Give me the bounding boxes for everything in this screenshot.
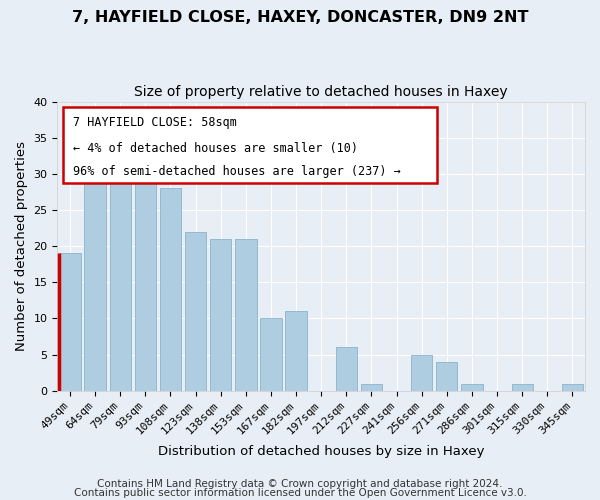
Bar <box>110 160 131 390</box>
Bar <box>59 254 80 390</box>
Bar <box>562 384 583 390</box>
Text: Contains HM Land Registry data © Crown copyright and database right 2024.: Contains HM Land Registry data © Crown c… <box>97 479 503 489</box>
Bar <box>235 239 257 390</box>
Bar <box>134 181 156 390</box>
Bar <box>361 384 382 390</box>
FancyBboxPatch shape <box>62 108 437 182</box>
Text: 7, HAYFIELD CLOSE, HAXEY, DONCASTER, DN9 2NT: 7, HAYFIELD CLOSE, HAXEY, DONCASTER, DN9… <box>72 10 528 25</box>
Title: Size of property relative to detached houses in Haxey: Size of property relative to detached ho… <box>134 85 508 99</box>
Bar <box>85 166 106 390</box>
Bar <box>210 239 232 390</box>
X-axis label: Distribution of detached houses by size in Haxey: Distribution of detached houses by size … <box>158 444 484 458</box>
Text: Contains public sector information licensed under the Open Government Licence v3: Contains public sector information licen… <box>74 488 526 498</box>
Bar <box>286 311 307 390</box>
Bar <box>185 232 206 390</box>
Text: ← 4% of detached houses are smaller (10): ← 4% of detached houses are smaller (10) <box>73 142 358 155</box>
Bar <box>461 384 482 390</box>
Bar <box>260 318 281 390</box>
Bar <box>512 384 533 390</box>
Bar <box>335 348 357 391</box>
Bar <box>411 354 433 390</box>
Bar <box>160 188 181 390</box>
Bar <box>436 362 457 390</box>
Y-axis label: Number of detached properties: Number of detached properties <box>15 141 28 351</box>
Text: 7 HAYFIELD CLOSE: 58sqm: 7 HAYFIELD CLOSE: 58sqm <box>73 116 237 129</box>
Text: 96% of semi-detached houses are larger (237) →: 96% of semi-detached houses are larger (… <box>73 165 401 178</box>
